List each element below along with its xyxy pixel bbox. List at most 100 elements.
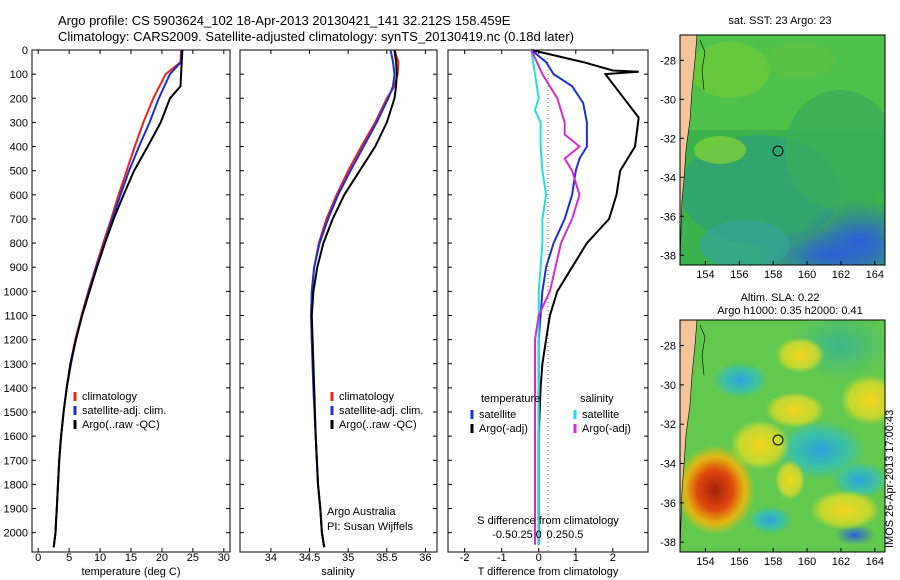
lat-tick-label: -28 — [660, 341, 676, 353]
legend-label: satellite — [582, 409, 619, 421]
difference-axis-ticks: -2 -1 0 1 2 — [460, 50, 616, 564]
lon-tick-label: 154 — [696, 269, 714, 281]
salinity-axes — [239, 49, 438, 553]
legend-label: Argo(-adj) — [582, 423, 631, 435]
temperature-lines — [52, 49, 184, 548]
s-tick-label: 0.5 — [568, 529, 583, 541]
depth-tick-label: 1500 — [4, 407, 28, 419]
credit-pi: PI: Susan Wijffels — [327, 521, 413, 533]
lat-tick-label: -34 — [660, 172, 676, 184]
x-tick-label: 0 — [536, 552, 542, 564]
title-line2: Climatology: CARS2009. Satellite-adjuste… — [58, 29, 574, 44]
depth-tick-label: 700 — [10, 214, 28, 226]
salinity-panel: 34 34.5 35 35.5 36 climatology satellite-adj.… — [239, 49, 438, 578]
temperature-legend: climatology satellite-adj. clim. Argo(..ra… — [73, 391, 166, 431]
series-line-satellite — [530, 49, 548, 545]
temperature-xlabel: temperature (deg C) — [81, 566, 180, 578]
sst-map-panel: sat. SST: 23 Argo: 23 154 156 158 160 162 164… — [660, 15, 886, 281]
depth-tick-label: 2000 — [4, 528, 28, 540]
temperature-panel: 0100200300400500600700800900100011001200… — [4, 45, 648, 578]
s-difference-label: S difference from climatology — [477, 515, 619, 527]
legend-label: satellite — [479, 409, 516, 421]
depth-tick-label: 1900 — [4, 504, 28, 516]
salinity-axis-ticks: 34 34.5 35 35.5 36 — [265, 50, 432, 564]
lon-tick-label: 156 — [730, 556, 748, 568]
sla-map-image — [680, 320, 885, 552]
lat-tick-label: -28 — [660, 55, 676, 67]
lon-tick-label: 160 — [798, 556, 816, 568]
salinity-lines — [310, 49, 400, 548]
lon-tick-label: 158 — [764, 556, 782, 568]
legend-label: climatology — [82, 391, 138, 403]
legend-label: satellite-adj. clim. — [339, 405, 423, 417]
legend-label: climatology — [339, 391, 395, 403]
timestamp-stamp: IMOS 26-Apr-2013 17:00:43 — [884, 409, 896, 548]
lon-tick-label: 158 — [764, 269, 782, 281]
s-tick-label: 0 — [536, 529, 542, 541]
depth-tick-label: 1100 — [4, 310, 28, 322]
salinity-legend: climatology satellite-adj. clim. Argo(..ra… — [330, 391, 423, 431]
legend-label: Argo(..raw -QC) — [82, 419, 160, 431]
s-tick-label: -0.25 — [508, 529, 533, 541]
title-line1: Argo profile: CS 5903624_102 18-Apr-2013… — [58, 13, 511, 28]
x-tick-label: 2 — [610, 552, 616, 564]
x-tick-label: 0 — [35, 552, 41, 564]
temperature-axis-ticks: 0 5 10 15 20 25 30 — [35, 50, 230, 564]
difference-legend: temperature salinity satellite Argo(-adj) sa… — [470, 393, 631, 435]
difference-lines — [530, 49, 640, 545]
x-tick-label: 25 — [187, 552, 199, 564]
float-position-marker — [772, 145, 784, 157]
lat-tick-label: -38 — [660, 537, 676, 549]
lon-tick-label: 162 — [832, 269, 850, 281]
lat-tick-label: -36 — [660, 498, 676, 510]
depth-tick-label: 1200 — [4, 335, 28, 347]
x-tick-label: 15 — [125, 552, 137, 564]
sst-map-ticks: 154 156 158 160 162 164 -28 -30 -32 -34 -36 -38 — [660, 55, 884, 281]
depth-tick-label: 600 — [10, 190, 28, 202]
x-tick-label: 30 — [218, 552, 230, 564]
depth-tick-label: 100 — [10, 69, 28, 81]
legend-title-salinity: salinity — [580, 393, 614, 405]
depth-tick-label: 200 — [10, 93, 28, 105]
depth-tick-label: 1000 — [4, 286, 28, 298]
s-difference-ticks: -0.5-0.25 0 0.25 0.5 — [492, 529, 583, 541]
sla-map-panel: Altim. SLA: 0.22 Argo h1000: 0.35 h2000:… — [660, 292, 886, 568]
difference-axes — [447, 49, 649, 553]
coastline-land-2 — [680, 320, 698, 552]
x-tick-label: 35 — [342, 552, 354, 564]
depth-tick-label: 0 — [22, 45, 28, 57]
depth-tick-label: 1800 — [4, 479, 28, 491]
x-tick-label: 34.5 — [299, 552, 320, 564]
x-tick-label: 1 — [573, 552, 579, 564]
salinity-xlabel: salinity — [321, 566, 355, 578]
depth-tick-label: 300 — [10, 117, 28, 129]
series-line-argo--adj- — [530, 49, 582, 545]
sst-map-image — [680, 35, 885, 265]
x-tick-label: 20 — [156, 552, 168, 564]
credit-org: Argo Australia — [327, 506, 396, 518]
lat-tick-label: -36 — [660, 211, 676, 223]
lat-tick-label: -32 — [660, 419, 676, 431]
legend-label: satellite-adj. clim. — [82, 405, 166, 417]
lon-tick-label: 154 — [696, 556, 714, 568]
t-difference-xlabel: T difference from climatology — [478, 566, 619, 578]
depth-tick-label: 800 — [10, 238, 28, 250]
x-tick-label: 5 — [66, 552, 72, 564]
depth-tick-label: 900 — [10, 262, 28, 274]
lat-tick-label: -38 — [660, 250, 676, 262]
lat-tick-label: -32 — [660, 133, 676, 145]
s-tick-label: -0.5 — [492, 529, 511, 541]
depth-tick-label: 1600 — [4, 431, 28, 443]
x-tick-label: -2 — [460, 552, 470, 564]
depth-tick-label: 500 — [10, 166, 28, 178]
series-line-argo---raw--qc- — [310, 49, 398, 548]
lat-tick-label: -30 — [660, 380, 676, 392]
sla-map-title: Altim. SLA: 0.22 — [741, 292, 820, 304]
series-line-satellite-adj--clim- — [310, 49, 396, 548]
depth-tick-label: 400 — [10, 142, 28, 154]
lon-tick-label: 164 — [866, 269, 884, 281]
coastline-land — [680, 35, 698, 265]
x-tick-label: 10 — [94, 552, 106, 564]
difference-panel: -2 -1 0 1 2 temperature salinity satellite Argo… — [447, 49, 649, 578]
depth-axis-ticks: 0 100 200 300 400 500 600 700 800 900 1000 1100 1200… — [4, 45, 648, 540]
